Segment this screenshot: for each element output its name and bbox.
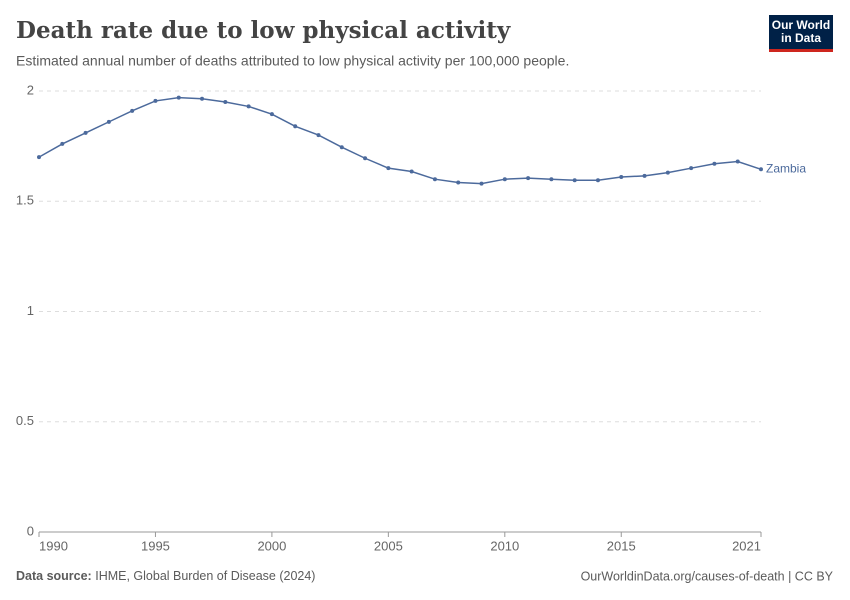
data-point — [665, 170, 670, 175]
y-tick-label: 0.5 — [16, 413, 34, 428]
data-point — [60, 141, 65, 146]
data-point — [339, 145, 344, 150]
x-tick-label: 2010 — [490, 538, 519, 553]
data-point — [456, 180, 461, 185]
data-point — [83, 130, 88, 135]
source-label: Data source: — [16, 569, 92, 583]
logo[interactable]: Our World in Data — [769, 15, 833, 52]
data-point — [712, 161, 717, 166]
data-point — [200, 96, 205, 101]
x-tick-label: 2005 — [374, 538, 403, 553]
source-note: Data source: IHME, Global Burden of Dise… — [16, 569, 315, 583]
chart-subtitle: Estimated annual number of deaths attrib… — [16, 53, 569, 69]
logo-bar — [769, 49, 833, 52]
data-point — [293, 124, 298, 129]
logo-background — [769, 15, 833, 52]
data-point — [223, 100, 228, 105]
logo-text: Our World — [772, 18, 830, 32]
data-point — [502, 177, 507, 182]
data-point — [572, 178, 577, 183]
data-point — [153, 98, 158, 103]
x-tick-label: 2000 — [257, 538, 286, 553]
data-point — [106, 119, 111, 124]
source-url[interactable]: OurWorldinData.org/causes-of-death | CC … — [581, 569, 834, 583]
y-tick-label: 1.5 — [16, 193, 34, 208]
data-point — [595, 178, 600, 183]
data-point — [176, 95, 181, 100]
x-tick-label: 2015 — [607, 538, 636, 553]
x-tick-label: 2021 — [732, 538, 761, 553]
data-point — [759, 167, 763, 172]
source: IHME, Global Burden of Disease (2024) — [95, 569, 315, 583]
data-point — [386, 166, 391, 171]
x-tick-label: 1995 — [141, 538, 170, 553]
y-tick-label: 1 — [27, 303, 34, 318]
logo-text: in Data — [781, 31, 821, 45]
data-point — [735, 159, 740, 164]
data-point — [269, 112, 274, 117]
data-point — [37, 155, 41, 160]
data-point — [549, 177, 554, 182]
series-line — [38, 96, 762, 185]
data-point — [316, 133, 321, 138]
series-label: Zambia — [766, 161, 806, 175]
chart-title: Death rate due to low physical activity — [16, 17, 511, 44]
data-point — [642, 173, 647, 178]
y-tick-label: 2 — [27, 82, 34, 97]
x-tick-label: 1990 — [39, 538, 68, 553]
data-point — [526, 176, 531, 181]
data-point — [689, 166, 694, 171]
y-tick-label: 0 — [27, 523, 34, 538]
data-point — [619, 174, 624, 179]
data-point — [409, 169, 414, 174]
data-point — [432, 177, 437, 182]
data-point — [130, 108, 135, 113]
data-point — [363, 156, 368, 161]
data-point — [246, 104, 251, 109]
data-point — [479, 181, 484, 186]
